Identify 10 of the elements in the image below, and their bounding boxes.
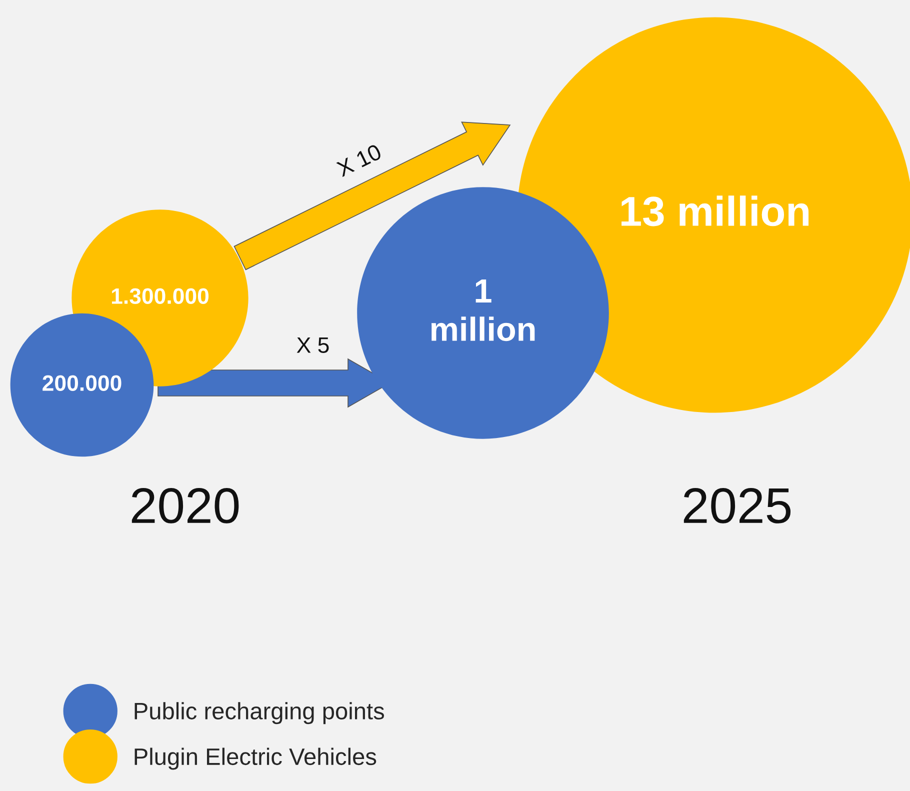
text: X 5 (296, 337, 329, 353)
category-label: 2020 (132, 488, 239, 524)
data-label: 1 million (431, 280, 535, 342)
data-label: 200.000 (42, 375, 122, 391)
legend-label: Plugin Electric Vehicles (134, 748, 376, 770)
data-label: 13 million (622, 196, 809, 226)
text: X 10 (336, 144, 382, 178)
category-label: 2025 (684, 488, 791, 524)
data-label: 1.300.000 (112, 288, 209, 304)
legend-label: Public recharging points (134, 702, 384, 724)
